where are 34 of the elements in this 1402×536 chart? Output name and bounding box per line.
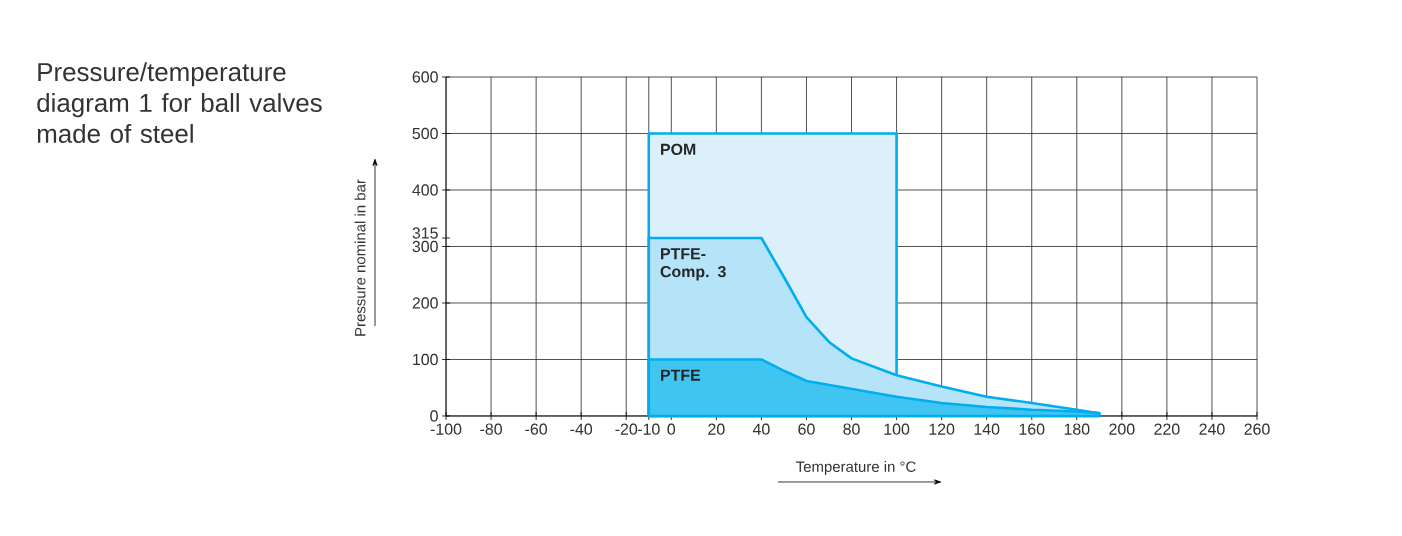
text: Pressure/temperature diagram 1 for ball valves made of steel (37, 62, 322, 143)
x-tick-label: 220 (1154, 423, 1180, 435)
x-tick-label: 40 (752, 423, 770, 435)
x-tick-label: 260 (1244, 423, 1270, 435)
x-tick-label: -80 (480, 423, 502, 435)
x-tick-label: 200 (1109, 423, 1135, 435)
y-tick-label: 400 (412, 184, 438, 196)
y-tick-label: 500 (412, 127, 438, 140)
x-axis-title: Temperature in °C (796, 461, 916, 475)
y-tick-label: 100 (413, 353, 438, 366)
y-tick-label: 315 (412, 227, 438, 239)
y-tick-label: 0 (430, 410, 438, 422)
series-label: PTFE-Comp. 3 (660, 248, 726, 281)
x-tick-label: 180 (1064, 423, 1090, 435)
series-label: POM (661, 143, 696, 155)
x-tick-label: -40 (570, 423, 593, 435)
x-tick-label: 0 (667, 423, 676, 435)
x-tick-label: 20 (708, 423, 725, 435)
x-tick-label: 100 (884, 423, 910, 435)
series-label: PTFE (661, 369, 701, 381)
x-tick-label: -10 (637, 423, 660, 435)
x-tick-label: 80 (843, 423, 860, 435)
y-tick-label: 200 (412, 297, 438, 309)
x-tick-label: 160 (1019, 423, 1045, 435)
y-tick-label: 600 (412, 71, 438, 83)
y-tick-label: 300 (412, 240, 438, 253)
x-tick-label: 120 (929, 423, 955, 435)
x-tick-label: -20 (615, 423, 638, 435)
x-tick-label: 140 (974, 423, 1000, 435)
x-tick-label: -100 (430, 423, 462, 435)
x-tick-label: 240 (1199, 423, 1225, 435)
y-axis-title: Pressure nominal in bar (354, 179, 366, 336)
x-tick-label: 60 (798, 423, 815, 435)
x-tick-label: -60 (525, 423, 548, 435)
